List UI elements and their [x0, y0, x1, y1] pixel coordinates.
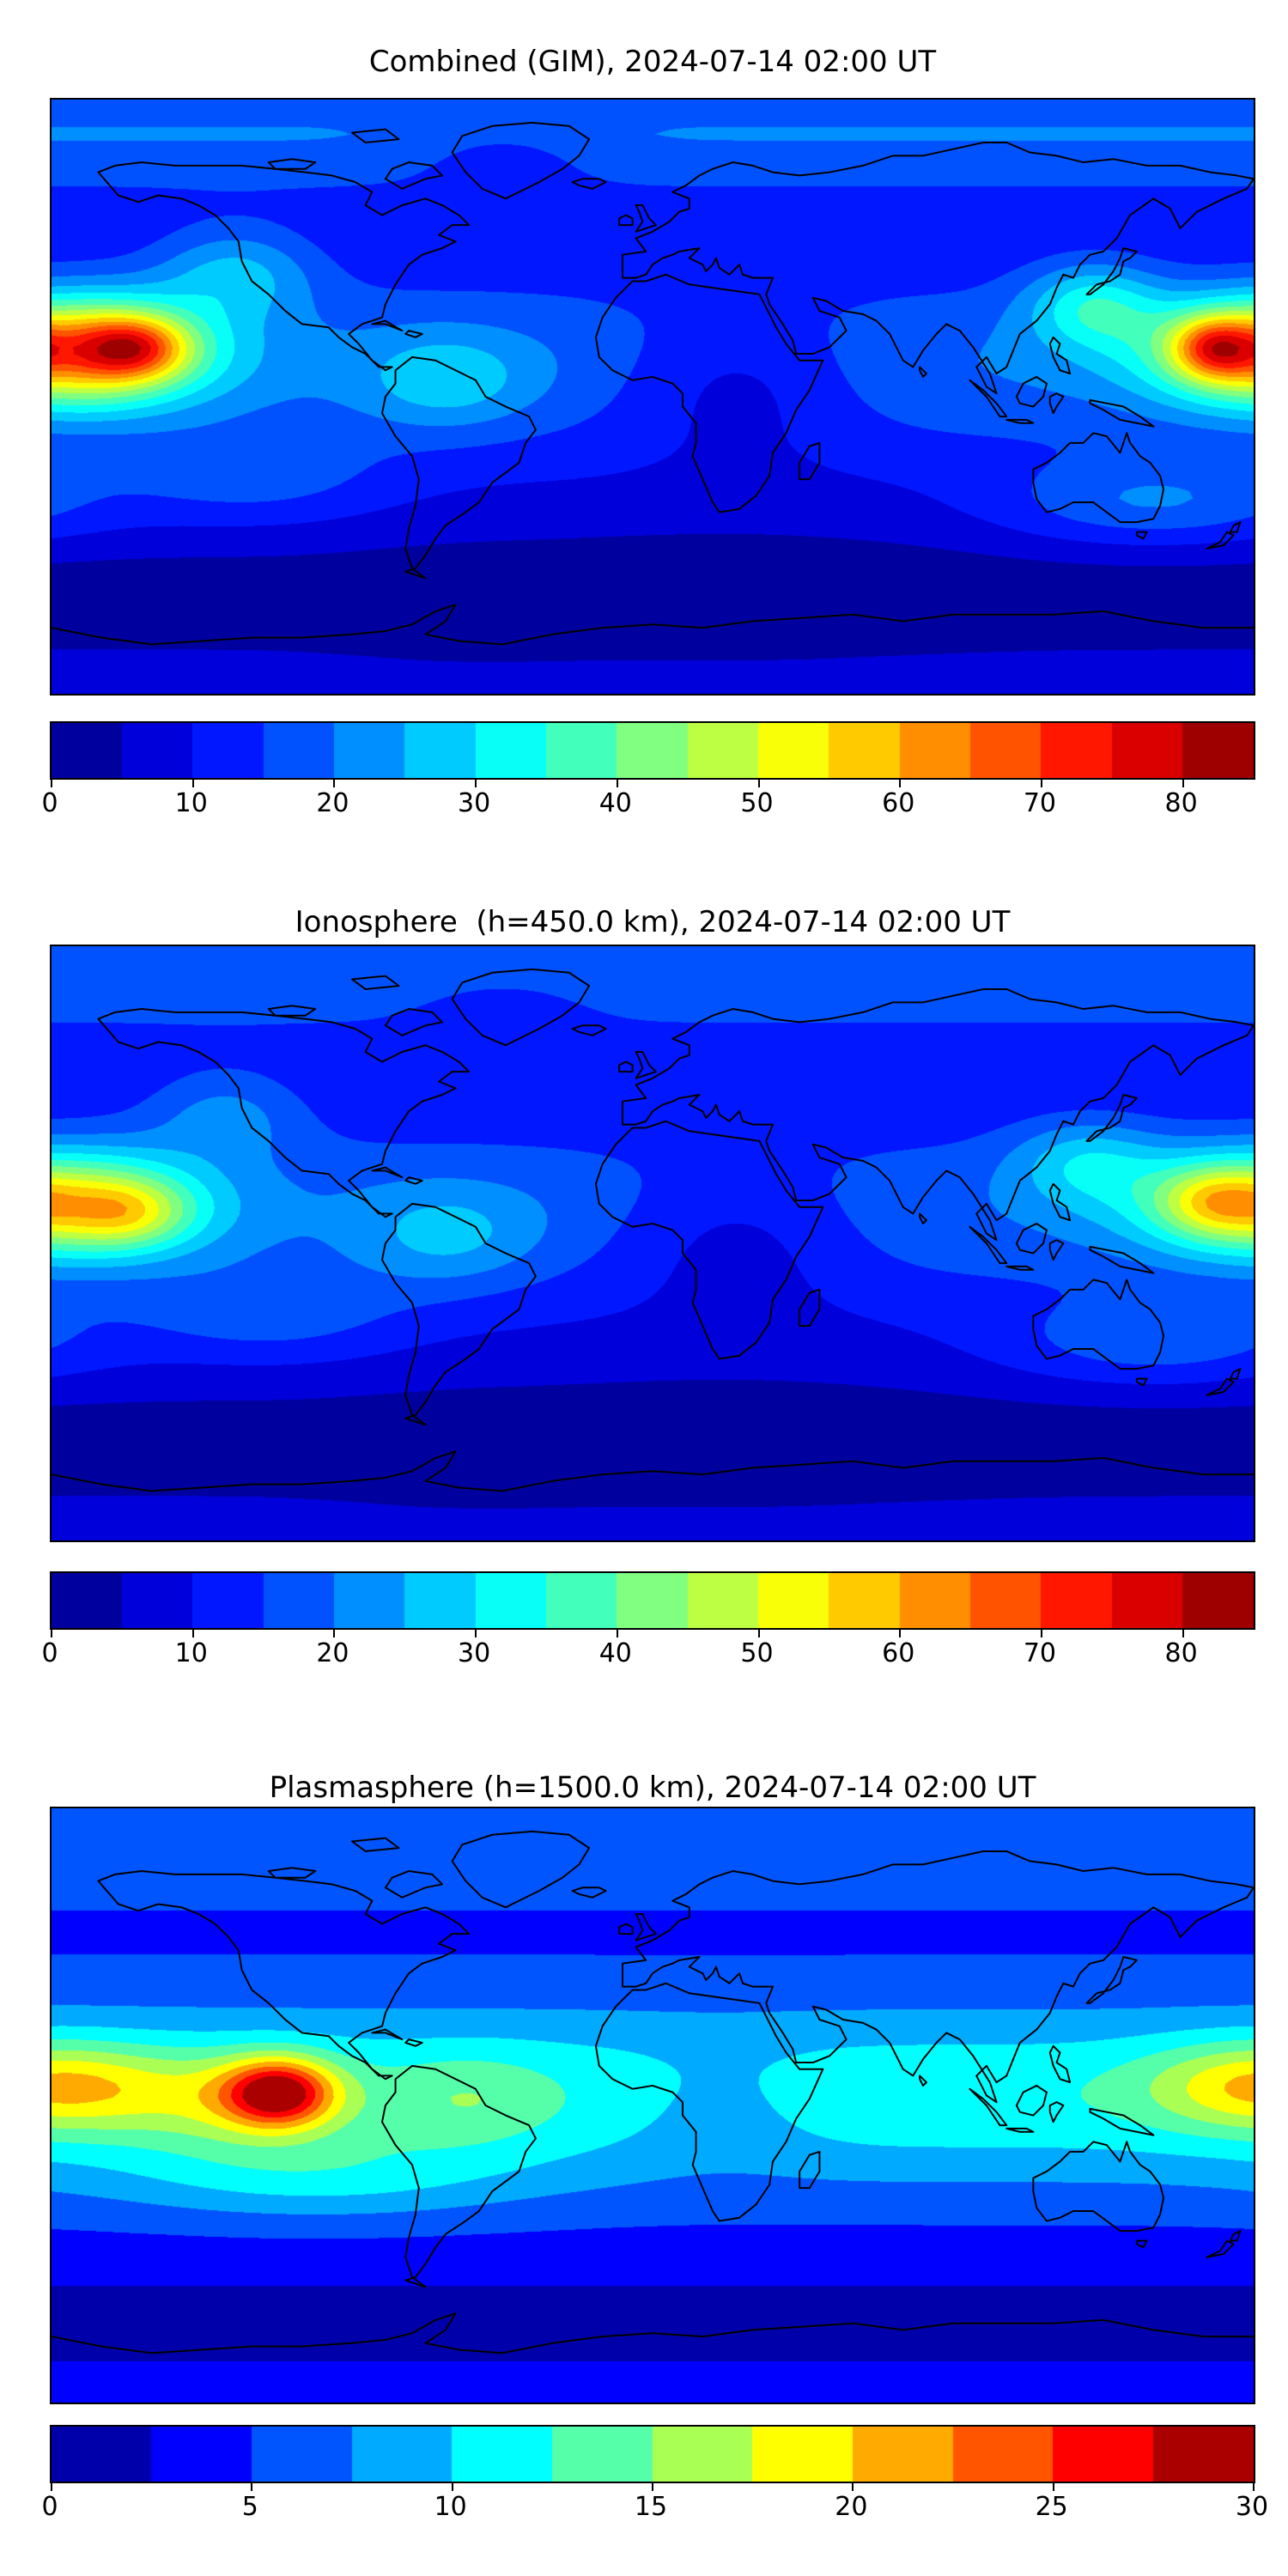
colorbar-tick-label: 15	[634, 2492, 668, 2522]
coastlines-overlay	[52, 946, 1254, 1540]
colorbar-tick-label: 20	[835, 2492, 868, 2522]
colorbar-tick-label: 60	[882, 1638, 915, 1668]
colorbar-tick-mark	[51, 1630, 52, 1637]
contour-field-canvas	[52, 946, 1254, 1540]
colorbar-tick-label: 50	[740, 1638, 774, 1668]
colorbar-gradient-canvas	[52, 1573, 1254, 1628]
colorbar-tick-label: 80	[1164, 1638, 1198, 1668]
colorbar-tick-mark	[251, 2483, 253, 2491]
coastline-path	[52, 969, 1254, 1491]
coastlines-overlay	[52, 100, 1254, 694]
colorbar-tick-mark	[1040, 780, 1042, 787]
colorbar-gradient-canvas	[52, 2427, 1254, 2482]
colorbar-tick-mark	[1052, 2483, 1054, 2491]
colorbar-tick-label: 30	[1235, 2492, 1269, 2522]
coastlines-overlay	[52, 1808, 1254, 2403]
colorbar-tick-label: 20	[316, 1638, 349, 1668]
panel-title-plasmasphere: Plasmasphere (h=1500.0 km), 2024-07-14 0…	[269, 1771, 1036, 1805]
colorbar-combined	[50, 721, 1255, 787]
colorbar-tick-label: 80	[1164, 788, 1198, 818]
colorbar-tick-mark	[757, 1630, 760, 1637]
colorbar-ticklabels-plasmasphere: 0 5 10 15 20 25 30	[41, 2492, 1268, 2526]
colorbar-tick-mark	[333, 1630, 336, 1637]
contour-field-canvas	[52, 1808, 1254, 2403]
colorbar-tick-label: 40	[598, 788, 632, 818]
colorbar-tick-mark	[475, 1630, 477, 1637]
colorbar-tick-label: 70	[1023, 1638, 1057, 1668]
colorbar-plasmasphere	[50, 2425, 1255, 2491]
map-plasmasphere	[50, 1807, 1255, 2404]
colorbar-tick-mark	[652, 2483, 653, 2491]
colorbar-tick-mark	[451, 2483, 453, 2491]
colorbar-tick-label: 10	[434, 2492, 467, 2522]
colorbar-tick-mark	[616, 780, 618, 787]
coastline-path	[52, 123, 1254, 644]
colorbar-tick-label: 0	[41, 1638, 58, 1668]
colorbar-tick-label: 70	[1023, 788, 1057, 818]
colorbar-tick-label: 20	[316, 788, 349, 818]
colorbar-tick-label: 0	[41, 788, 58, 818]
colorbar-tick-label: 0	[41, 2492, 58, 2522]
panel-title-ionosphere: Ionosphere (h=450.0 km), 2024-07-14 02:0…	[295, 905, 1011, 939]
colorbar-tick-label: 25	[1035, 2492, 1068, 2522]
colorbar-tick-label: 10	[174, 1638, 208, 1668]
colorbar-tick-mark	[191, 780, 194, 787]
colorbar-tick-label: 40	[598, 1638, 632, 1668]
map-combined	[50, 98, 1255, 696]
colorbar-ionosphere	[50, 1571, 1255, 1637]
colorbar-gradient-canvas	[52, 723, 1254, 778]
colorbar-tick-mark	[191, 1630, 194, 1637]
map-ionosphere	[50, 945, 1255, 1542]
colorbar-tick-mark	[1040, 1630, 1042, 1637]
colorbar-tick-mark	[51, 2483, 52, 2491]
colorbar-tick-mark	[852, 2483, 854, 2491]
colorbar-tick-label: 10	[174, 788, 208, 818]
colorbar-tick-mark	[333, 780, 336, 787]
colorbar-tick-label: 50	[740, 788, 774, 818]
colorbar-tick-mark	[899, 780, 902, 787]
colorbar-tick-mark	[1253, 2483, 1255, 2491]
colorbar-tick-mark	[1182, 780, 1184, 787]
panel-title-combined: Combined (GIM), 2024-07-14 02:00 UT	[368, 45, 937, 79]
colorbar-tick-label: 30	[458, 1638, 491, 1668]
colorbar-tick-mark	[616, 1630, 618, 1637]
colorbar-tick-label: 5	[241, 2492, 258, 2522]
coastline-path	[52, 1832, 1254, 2353]
colorbar-ticklabels-ionosphere: 0 10 20 30 40 50 60 70 80	[41, 1638, 1252, 1673]
colorbar-tick-label: 60	[882, 788, 915, 818]
colorbar-tick-mark	[757, 780, 760, 787]
colorbar-tick-label: 30	[458, 788, 491, 818]
colorbar-tick-mark	[1182, 1630, 1184, 1637]
colorbar-tick-mark	[899, 1630, 902, 1637]
colorbar-ticklabels-combined: 0 10 20 30 40 50 60 70 80	[41, 788, 1252, 823]
contour-field-canvas	[52, 100, 1254, 694]
colorbar-tick-mark	[51, 780, 52, 787]
colorbar-tick-mark	[475, 780, 477, 787]
